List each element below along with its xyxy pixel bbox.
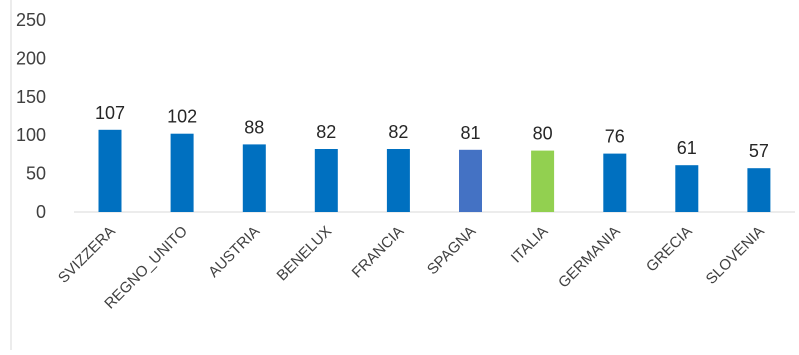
y-tick-label: 200	[16, 48, 46, 68]
bar-grecia	[675, 165, 699, 212]
category-label: SPAGNA	[424, 223, 479, 278]
data-label: 88	[244, 117, 264, 137]
bar-slovenia	[747, 168, 771, 212]
bar-spagna	[459, 149, 482, 212]
y-tick-label: 150	[16, 87, 46, 107]
data-label: 107	[95, 103, 125, 123]
data-label: 76	[605, 127, 625, 147]
data-labels: 107 102 88 82 82 81 80 76 61 57	[95, 103, 769, 161]
data-label: 80	[533, 124, 553, 144]
category-label: GERMANIA	[555, 223, 624, 292]
bar-austria	[242, 144, 266, 212]
data-label: 82	[316, 122, 336, 142]
bar-benelux	[314, 149, 338, 212]
y-tick-label: 100	[16, 125, 46, 145]
category-label: AUSTRIA	[205, 223, 263, 281]
data-label: 57	[749, 141, 769, 161]
y-axis: 0 50 100 150 200 250	[16, 10, 46, 222]
category-label: SVIZZERA	[55, 223, 119, 287]
data-label: 61	[677, 138, 697, 158]
bar-regno-unito	[170, 133, 194, 212]
bar-svizzera	[98, 129, 122, 212]
bar-francia	[386, 149, 410, 212]
y-tick-label: 0	[36, 202, 46, 222]
category-label: SLOVENIA	[703, 223, 768, 288]
category-label: FRANCIA	[349, 223, 408, 282]
data-label: 82	[388, 122, 408, 142]
data-label: 102	[167, 107, 197, 127]
y-tick-label: 250	[16, 10, 46, 30]
bar-italia	[531, 150, 555, 212]
bar-germania	[603, 153, 627, 212]
y-tick-label: 50	[26, 164, 46, 184]
data-label: 81	[460, 123, 480, 143]
category-label: GRECIA	[643, 223, 696, 276]
bar-series	[98, 129, 771, 212]
category-label: BENELUX	[274, 223, 336, 285]
category-label: ITALIA	[508, 223, 552, 267]
